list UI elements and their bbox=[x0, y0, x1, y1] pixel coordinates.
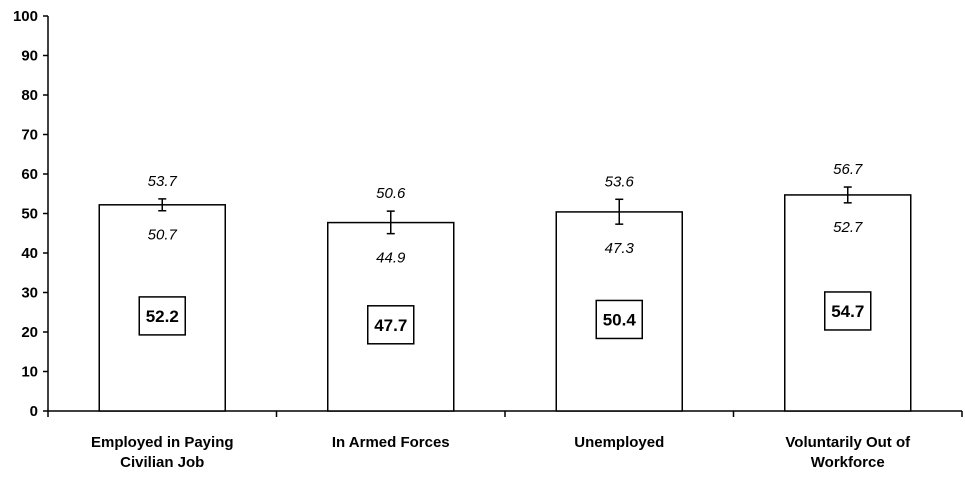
y-tick-label: 80 bbox=[21, 87, 38, 104]
value-label: 47.7 bbox=[374, 316, 407, 335]
value-label: 52.2 bbox=[146, 307, 179, 326]
y-tick-label: 20 bbox=[21, 324, 38, 341]
ci-upper-label: 53.6 bbox=[605, 173, 635, 190]
value-box bbox=[595, 299, 643, 340]
x-category-label: Employed in Paying bbox=[91, 434, 234, 451]
value-label: 54.7 bbox=[831, 302, 864, 321]
ci-lower-label: 52.7 bbox=[833, 219, 863, 236]
y-tick-label: 50 bbox=[21, 206, 38, 223]
ci-upper-label: 53.7 bbox=[148, 173, 178, 190]
y-tick-label: 90 bbox=[21, 48, 38, 65]
ci-upper-label: 56.7 bbox=[833, 161, 863, 178]
x-category-label: Civilian Job bbox=[120, 454, 204, 471]
value-box bbox=[367, 305, 415, 345]
y-tick-label: 70 bbox=[21, 127, 38, 144]
bars bbox=[98, 186, 912, 412]
ci-lower-label: 50.7 bbox=[148, 227, 178, 244]
y-tick-label: 30 bbox=[21, 285, 38, 302]
y-tick-label: 60 bbox=[21, 166, 38, 183]
x-category-label: Unemployed bbox=[574, 434, 664, 451]
value-label: 50.4 bbox=[603, 310, 637, 329]
ci-lower-label: 47.3 bbox=[605, 240, 635, 257]
y-tick-label: 10 bbox=[21, 364, 38, 381]
bar-labels: 53.7 50.7 52.2 50.6 44.9 47.7 53.6 47.3 50.4 56.7… bbox=[146, 161, 865, 335]
x-axis: Employed in Paying Civilian Job In Armed F… bbox=[47, 410, 963, 471]
ci-lower-label: 44.9 bbox=[376, 250, 406, 267]
x-category-label: Voluntarily Out of bbox=[785, 434, 911, 451]
y-axis: 0 10 20 30 40 50 60 70 80 90 100 bbox=[13, 8, 49, 420]
value-box bbox=[138, 296, 186, 336]
value-box bbox=[824, 291, 872, 331]
y-tick-label: 40 bbox=[21, 245, 38, 262]
x-category-label: Workforce bbox=[811, 454, 885, 471]
ci-upper-label: 50.6 bbox=[376, 185, 406, 202]
x-category-label: In Armed Forces bbox=[332, 434, 450, 451]
y-tick-label: 100 bbox=[13, 8, 38, 25]
y-tick-label: 0 bbox=[30, 403, 38, 420]
